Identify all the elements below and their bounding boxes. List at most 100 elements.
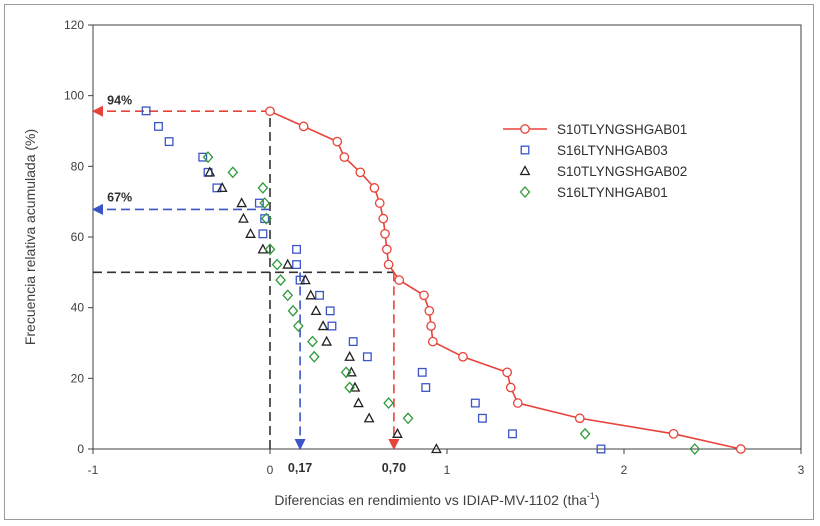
data-point-triangle	[392, 427, 403, 438]
data-point-square	[325, 306, 335, 316]
data-point-square	[141, 106, 151, 116]
data-point-circle	[298, 121, 309, 132]
data-point-diamond	[261, 212, 272, 225]
data-point-square	[596, 444, 606, 454]
data-point-diamond	[257, 181, 269, 194]
data-point-diamond	[689, 443, 701, 455]
annotation-val-070: 0,70	[382, 461, 406, 475]
data-point-square	[315, 290, 325, 300]
series-S16LTYNHGAB03	[141, 106, 606, 454]
legend-item: S16LTYNHGAB03	[520, 143, 668, 158]
data-point-square	[421, 383, 431, 392]
data-point-triangle	[353, 397, 364, 408]
data-point-diamond	[308, 350, 320, 363]
data-point-circle	[378, 213, 389, 224]
data-point-square	[292, 244, 301, 254]
y-axis-label: Frecuencia relativa acumulada (%)	[22, 129, 38, 345]
data-point-circle	[265, 106, 275, 117]
data-point-square	[258, 229, 268, 239]
x-axis-label: Diferencias en rendimiento vs IDIAP-MV-1…	[274, 491, 599, 508]
data-point-circle	[427, 336, 438, 347]
data-point-circle	[512, 398, 523, 408]
legend-label: S10TLYNGSHGAB01	[557, 122, 687, 137]
data-point-diamond	[202, 151, 214, 164]
x-tick-label: 2	[621, 463, 628, 477]
data-point-circle	[380, 228, 390, 239]
data-point-triangle	[317, 320, 329, 331]
data-point-diamond	[271, 258, 283, 271]
data-point-circle	[419, 290, 429, 301]
legend-label: S16LTYNHGAB01	[557, 185, 668, 200]
data-point-circle	[574, 413, 585, 424]
data-point-circle	[339, 152, 350, 162]
axis-ticks: 0 20 40 60 80 100 120 -1 0 1 2 3	[64, 18, 805, 477]
data-point-circle	[394, 275, 405, 285]
series	[141, 106, 746, 455]
data-point-square	[362, 352, 372, 362]
data-point-triangle	[363, 412, 375, 423]
data-point-circle	[332, 136, 343, 147]
y-tick-label: 60	[71, 230, 85, 244]
series-S10TLYNGSHGAB02	[204, 166, 442, 454]
data-point-square	[254, 198, 264, 208]
data-point-circle	[502, 367, 513, 378]
data-point-circle	[374, 198, 385, 208]
data-point-square	[520, 145, 530, 155]
x-tick-label: -1	[88, 463, 99, 477]
legend-item: S10TLYNGSHGAB01	[503, 122, 687, 137]
data-point-circle	[735, 444, 746, 454]
data-point-circle	[355, 167, 366, 178]
figure-frame: 0 20 40 60 80 100 120 -1 0 1 2 3 94% 67% 0,17 0,70 S10…	[4, 4, 814, 520]
x-axis-label-sup: -1	[587, 491, 595, 501]
data-point-triangle	[310, 304, 322, 315]
x-axis-label-close: )	[595, 492, 600, 508]
data-point-diamond	[307, 335, 318, 348]
y-tick-label: 20	[71, 371, 85, 385]
data-point-square	[212, 183, 222, 193]
data-point-square	[164, 137, 174, 147]
data-point-square	[292, 260, 301, 270]
data-point-square	[477, 413, 487, 423]
data-point-triangle	[346, 366, 357, 377]
y-tick-label: 120	[64, 18, 84, 32]
x-tick-label: 3	[798, 463, 805, 477]
data-point-triangle	[216, 182, 228, 193]
annotation-val-017: 0,17	[288, 461, 312, 475]
data-point-diamond	[579, 427, 591, 440]
annotation-pct-67: 67%	[107, 191, 132, 205]
data-point-circle	[668, 428, 679, 439]
data-point-diamond	[275, 274, 286, 287]
data-point-square	[470, 398, 480, 408]
data-point-circle	[426, 321, 436, 331]
data-point-triangle	[344, 350, 356, 361]
data-point-triangle	[257, 243, 269, 254]
legend: S10TLYNGSHGAB01 S16LTYNHGAB03 S10TLYNGSHGA…	[503, 122, 687, 200]
x-tick-label: 1	[444, 463, 451, 477]
data-point-triangle	[305, 289, 317, 300]
data-point-triangle	[236, 197, 248, 208]
data-point-diamond	[383, 397, 394, 410]
data-point-diamond	[402, 412, 414, 425]
data-point-diamond	[282, 289, 294, 302]
plot-area	[92, 24, 802, 450]
data-point-square	[198, 152, 208, 162]
annotations: 94% 67% 0,17 0,70	[107, 94, 406, 475]
y-tick-label: 100	[64, 89, 84, 103]
series-S10TLYNGSHGAB01	[265, 106, 746, 454]
legend-item: S16LTYNHGAB01	[519, 185, 668, 200]
legend-label: S10TLYNGSHGAB02	[557, 164, 687, 179]
data-point-square	[295, 275, 305, 285]
data-point-diamond	[264, 243, 276, 256]
data-point-circle	[383, 259, 394, 270]
data-point-circle	[520, 124, 530, 134]
data-point-square	[327, 321, 337, 331]
data-point-square	[348, 337, 358, 347]
data-point-diamond	[344, 381, 356, 394]
series-S16LTYNHGAB01	[202, 151, 701, 455]
data-point-triangle	[282, 258, 294, 269]
data-point-triangle	[300, 274, 311, 285]
data-point-square	[508, 429, 517, 439]
data-point-square	[417, 367, 427, 377]
data-point-circle	[369, 183, 380, 193]
legend-item: S10TLYNGSHGAB02	[519, 164, 687, 179]
